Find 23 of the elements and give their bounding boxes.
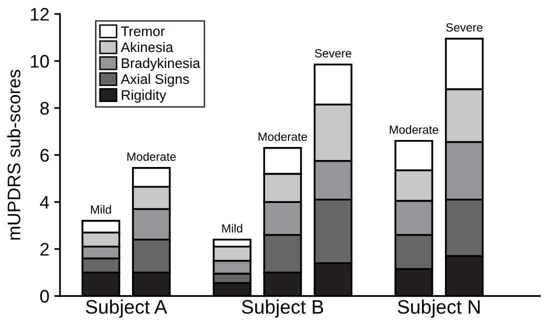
x-tick-label: Severe <box>314 49 352 58</box>
x-tick-label: Severe <box>446 23 482 32</box>
y-tick-label: 10 <box>30 54 49 68</box>
x-tick-label: Moderate <box>390 125 438 134</box>
x-tick-label: Mild <box>222 224 242 233</box>
text: Subject A <box>86 300 168 318</box>
x-tick-label: Moderate <box>258 132 307 141</box>
legend-label: Bradykinesia <box>122 58 200 71</box>
legend-label: Akinesia <box>120 42 174 52</box>
x-tick-label: Moderate <box>127 152 176 161</box>
text: Subject B <box>242 300 324 318</box>
y-tick-label: 2 <box>40 242 49 256</box>
y-tick-label: 12 <box>30 8 49 21</box>
legend-label: Rigidity <box>122 90 166 103</box>
legend-label: Axial Signs <box>120 74 189 87</box>
y-tick-label: 8 <box>40 102 49 115</box>
y-tick-label: 6 <box>40 148 49 162</box>
y-tick-label: 0 <box>40 290 49 303</box>
legend-label: Tremor <box>121 26 165 36</box>
y-tick-label: 4 <box>40 196 50 209</box>
y-axis-title: mUPDRS sub-scores <box>7 70 20 240</box>
text: Subject N <box>398 300 480 318</box>
x-tick-label: Mild <box>91 205 111 214</box>
